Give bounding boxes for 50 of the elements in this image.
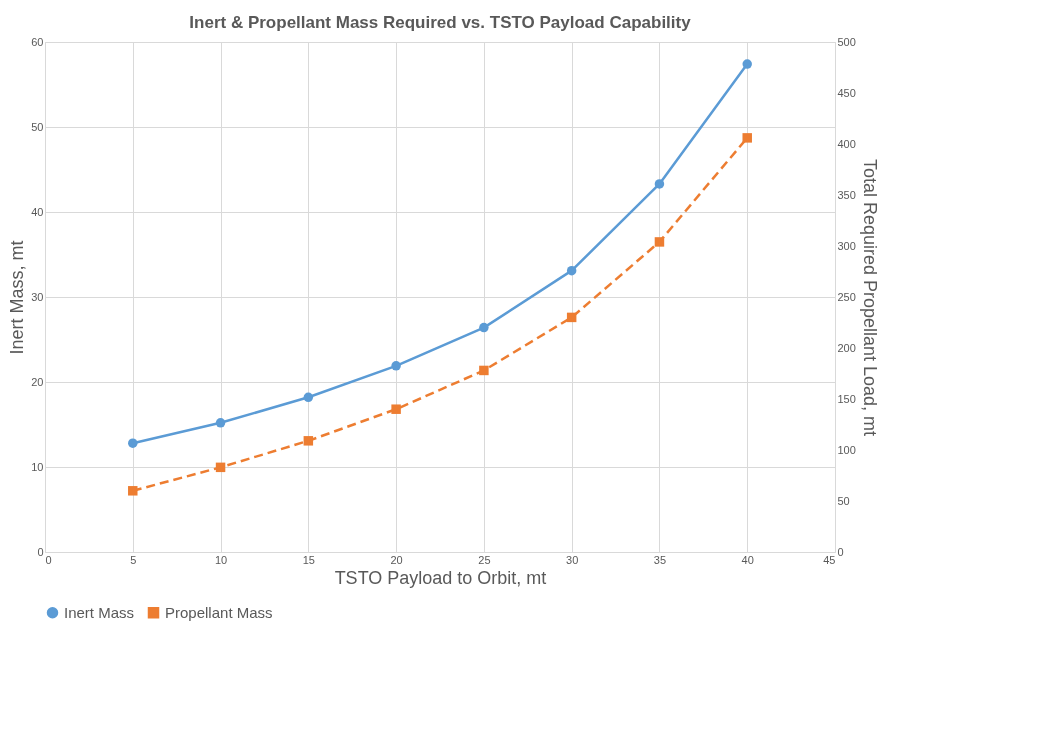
y2-tick-label: 500 — [837, 35, 856, 48]
y2-tick-label: 450 — [837, 86, 856, 99]
point — [215, 462, 226, 473]
point — [566, 265, 577, 276]
x-tick-label: 0 — [45, 553, 52, 566]
y-tick-label: 10 — [31, 460, 44, 473]
y2-tick-label: 300 — [837, 239, 856, 252]
y-axis-title: Inert Mass, mt — [7, 240, 28, 355]
x-tick-label: 45 — [823, 553, 836, 566]
point — [303, 436, 314, 446]
y2-tick-label: 100 — [837, 443, 856, 456]
x-tick-label: 25 — [478, 553, 491, 566]
x-tick-label: 20 — [390, 553, 403, 566]
point — [654, 179, 665, 189]
point — [742, 59, 752, 69]
y-tick-label: 30 — [31, 290, 44, 303]
x-axis-title: TSTO Payload to Orbit, mt — [334, 567, 547, 588]
point — [215, 418, 226, 428]
x-tick-label: 15 — [302, 553, 315, 566]
y2-axis-title: Total Required Propellant Load, mt — [859, 158, 880, 437]
x-tick-label: 40 — [741, 553, 754, 566]
y-tick-label: 50 — [31, 120, 44, 133]
point — [742, 133, 752, 143]
y-tick-label: 40 — [31, 205, 44, 218]
point — [128, 486, 138, 496]
legend-label: Propellant Mass — [165, 603, 273, 621]
y-tick-label: 0 — [37, 545, 44, 558]
y2-tick-label: 0 — [837, 545, 844, 558]
y2-tick-label: 400 — [837, 137, 856, 150]
point — [479, 365, 489, 376]
x-tick-label: 5 — [130, 553, 137, 566]
x-tick-label: 30 — [566, 553, 579, 566]
chart-title: Inert & Propellant Mass Required vs. TSTO Payload Capability — [189, 13, 692, 32]
y2-tick-label: 350 — [837, 188, 856, 201]
point — [479, 322, 489, 333]
point — [391, 404, 401, 414]
y2-tick-label: 200 — [837, 341, 856, 354]
point — [654, 237, 665, 247]
y-tick-label: 60 — [31, 35, 44, 48]
point — [303, 392, 314, 403]
y2-tick-label: 50 — [837, 494, 850, 507]
point — [391, 361, 401, 371]
y-tick-label: 20 — [31, 375, 44, 388]
y2-tick-label: 150 — [837, 392, 856, 405]
point — [566, 312, 577, 323]
point — [128, 438, 138, 448]
y2-tick-label: 250 — [837, 290, 856, 303]
x-tick-label: 10 — [214, 553, 228, 566]
legend-label: Inert Mass — [64, 603, 135, 621]
x-tick-label: 35 — [653, 553, 667, 566]
